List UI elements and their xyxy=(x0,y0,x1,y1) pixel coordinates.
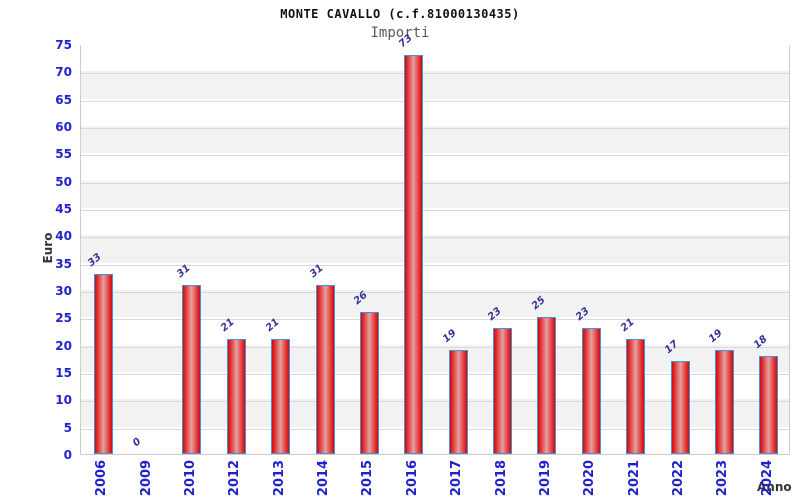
y-tick-15: 15 xyxy=(55,366,72,380)
bar-2013 xyxy=(271,339,291,454)
y-tick-35: 35 xyxy=(55,256,72,271)
plot-area: 33 0 31 21 21 31 26 73 19 23 25 23 21 17 19 18 xyxy=(80,33,790,455)
plot-band xyxy=(81,71,789,99)
x-tick-2018: 2018 xyxy=(493,459,509,497)
bar-2010 xyxy=(182,284,202,454)
gridline xyxy=(81,374,789,375)
gridline xyxy=(81,428,789,430)
x-tick-2017: 2017 xyxy=(449,459,465,497)
x-tick-2006: 2006 xyxy=(94,459,110,497)
y-tick-40: 40 xyxy=(55,229,72,244)
bar-2023 xyxy=(714,350,734,454)
y-tick-30: 30 xyxy=(55,284,72,298)
bar-2019 xyxy=(537,317,557,454)
bar-2017 xyxy=(448,350,468,454)
chart-title: MONTE CAVALLO (c.f.81000130435) xyxy=(280,7,520,21)
plot-band xyxy=(81,180,789,208)
y-tick-75: 75 xyxy=(55,38,72,52)
chart-subtitle: Importi xyxy=(370,25,430,41)
plot-band xyxy=(81,153,789,181)
plot-band xyxy=(81,235,789,263)
x-tick-2009: 2009 xyxy=(138,459,154,497)
gridline xyxy=(81,319,789,321)
bar-2012 xyxy=(226,339,246,454)
y-tick-0: 0 xyxy=(63,448,72,462)
x-tick-2014: 2014 xyxy=(316,459,332,497)
plot-band xyxy=(81,44,789,72)
gridline xyxy=(81,73,789,75)
y-tick-25: 25 xyxy=(55,311,72,326)
bar-2016 xyxy=(404,54,424,454)
bar-2006 xyxy=(93,273,113,454)
bar-2020 xyxy=(581,328,601,454)
y-tick-5: 5 xyxy=(63,420,72,435)
gridline xyxy=(81,237,789,239)
x-tick-2016: 2016 xyxy=(404,459,420,497)
gridline xyxy=(81,346,789,348)
gridline xyxy=(81,128,789,129)
x-tick-2019: 2019 xyxy=(537,459,553,497)
x-tick-2013: 2013 xyxy=(271,459,287,497)
x-tick-2010: 2010 xyxy=(182,459,198,497)
bar-2014 xyxy=(315,284,335,454)
y-tick-50: 50 xyxy=(55,174,72,189)
x-axis-title: Anno xyxy=(757,480,792,494)
y-tick-65: 65 xyxy=(55,92,72,107)
x-tick-2023: 2023 xyxy=(715,459,731,497)
x-tick-2015: 2015 xyxy=(360,459,376,497)
gridline xyxy=(81,401,789,403)
x-tick-2012: 2012 xyxy=(227,459,243,497)
bar-2022 xyxy=(670,361,690,454)
x-tick-2024: 2024 xyxy=(759,459,775,497)
bar-2018 xyxy=(493,328,513,454)
y-tick-10: 10 xyxy=(55,393,72,408)
y-tick-45: 45 xyxy=(55,202,72,216)
plot-band xyxy=(81,208,789,236)
bar-2015 xyxy=(359,311,379,454)
x-tick-2022: 2022 xyxy=(671,459,687,497)
gridline xyxy=(81,210,789,211)
x-tick-2020: 2020 xyxy=(582,459,598,497)
gridline xyxy=(81,292,789,293)
plot-band xyxy=(81,126,789,154)
gridline xyxy=(81,155,789,157)
y-tick-70: 70 xyxy=(55,65,72,80)
gridline xyxy=(81,100,789,102)
gridline xyxy=(81,182,789,184)
bar-2021 xyxy=(626,339,646,454)
bar-2024 xyxy=(759,355,779,454)
y-tick-55: 55 xyxy=(55,147,72,162)
plot-band xyxy=(81,98,789,126)
x-tick-2021: 2021 xyxy=(626,459,642,497)
y-tick-20: 20 xyxy=(55,338,72,353)
gridline xyxy=(81,264,789,266)
y-tick-60: 60 xyxy=(55,120,72,134)
